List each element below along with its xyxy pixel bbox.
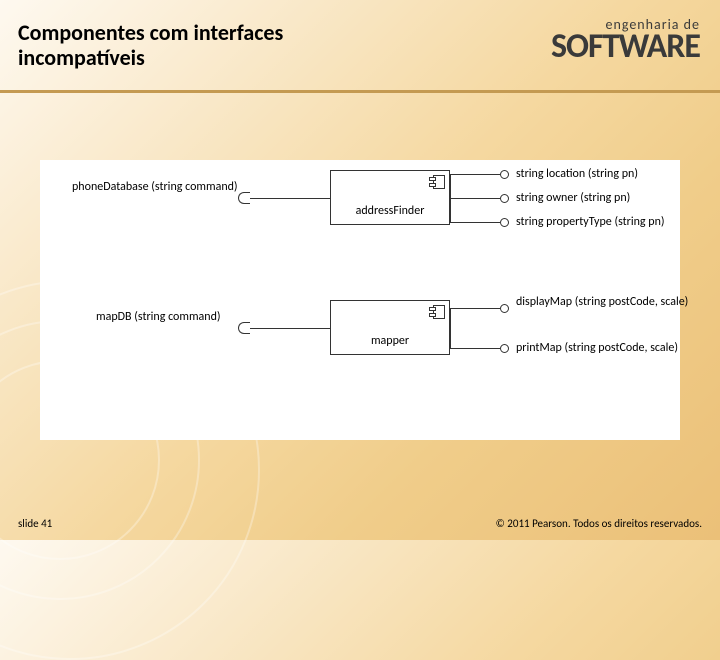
required-interface-label: phoneDatabase (string command) bbox=[72, 180, 238, 194]
title-line-2: incompatíveis bbox=[18, 45, 283, 70]
provided-interface-ball bbox=[500, 170, 509, 179]
brand-lower: SOFTWARE bbox=[551, 33, 700, 62]
slide-number: slide 41 bbox=[18, 517, 52, 530]
provided-interface-label: string propertyType (string pn) bbox=[516, 215, 665, 229]
component-icon bbox=[429, 175, 445, 189]
provided-interface-label: displayMap (string postCode, scale) bbox=[516, 295, 688, 309]
provided-interface-label: string location (string pn) bbox=[516, 167, 638, 181]
provided-interface-ball bbox=[500, 218, 509, 227]
provided-interface-label: printMap (string postCode, scale) bbox=[516, 341, 678, 355]
connector-line bbox=[250, 198, 330, 199]
required-interface-label: mapDB (string command) bbox=[96, 310, 221, 324]
provided-interface-ball bbox=[500, 304, 509, 313]
provided-interface-ball bbox=[500, 194, 509, 203]
required-interface-socket bbox=[238, 192, 250, 204]
component-icon bbox=[429, 305, 445, 319]
connector-line bbox=[450, 174, 500, 175]
provided-interface-ball bbox=[500, 344, 509, 353]
brand-logo: engenharia de SOFTWARE bbox=[551, 16, 700, 62]
required-interface-socket bbox=[238, 322, 250, 334]
component-label: addressFinder bbox=[331, 204, 449, 218]
connector-line bbox=[450, 348, 500, 349]
connector-line bbox=[450, 222, 500, 223]
connector-line bbox=[450, 308, 500, 309]
header-rule bbox=[0, 90, 720, 93]
connector-line bbox=[450, 308, 451, 348]
provided-interface-label: string owner (string pn) bbox=[516, 191, 630, 205]
copyright-text: © 2011 Pearson. Todos os direitos reserv… bbox=[496, 517, 702, 530]
component-label: mapper bbox=[331, 334, 449, 348]
connector-line bbox=[450, 198, 500, 199]
diagram-panel: addressFinder phoneDatabase (string comm… bbox=[40, 160, 680, 440]
component-addressFinder: addressFinder bbox=[330, 170, 450, 225]
connector-line bbox=[450, 174, 451, 222]
connector-line bbox=[250, 328, 330, 329]
component-mapper: mapper bbox=[330, 300, 450, 355]
slide-title: Componentes com interfaces incompatíveis bbox=[18, 20, 283, 71]
title-line-1: Componentes com interfaces bbox=[18, 20, 283, 45]
